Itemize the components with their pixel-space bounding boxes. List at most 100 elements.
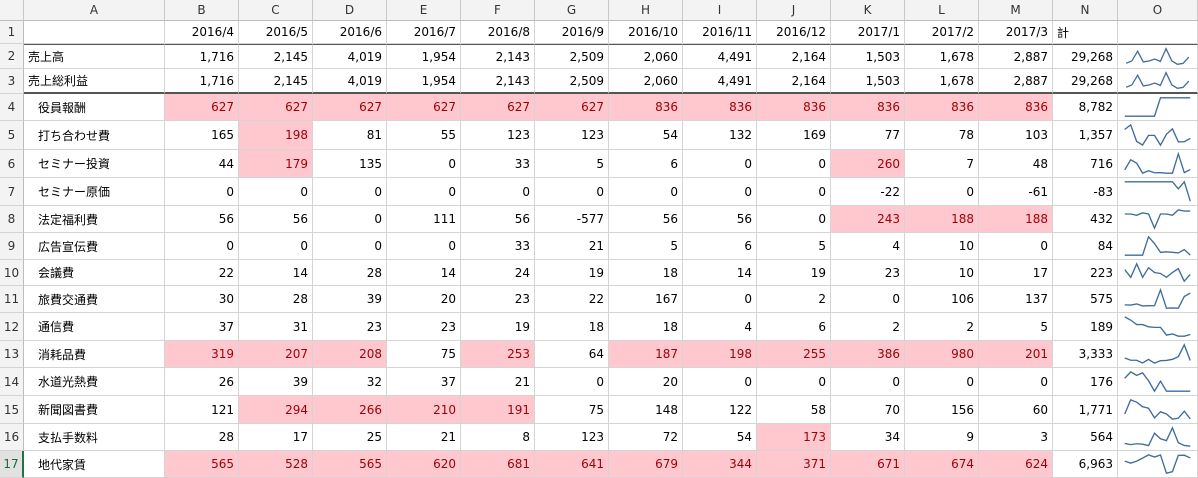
total-cell[interactable]: 29,268 [1053,69,1118,94]
account-label-cell[interactable]: 売上総利益 [24,69,165,94]
value-cell[interactable]: 836 [831,94,905,121]
row-header[interactable]: 13 [0,341,24,368]
account-label-cell[interactable]: 通信費 [24,313,165,341]
month-header-cell[interactable]: 2016/7 [387,21,461,44]
value-cell[interactable]: 0 [165,233,239,260]
value-cell[interactable]: 679 [609,451,683,478]
account-label-cell[interactable]: 役員報酬 [24,94,165,121]
row-header[interactable]: 11 [0,286,24,313]
column-header-a[interactable]: A [24,0,165,21]
account-label-cell[interactable]: セミナー原価 [24,178,165,206]
value-cell[interactable]: 624 [979,451,1053,478]
column-header-m[interactable]: M [979,0,1053,21]
value-cell[interactable]: 210 [387,396,461,424]
value-cell[interactable]: 6 [609,150,683,178]
value-cell[interactable]: 22 [165,260,239,286]
value-cell[interactable]: 165 [165,121,239,150]
value-cell[interactable]: 75 [535,396,609,424]
month-header-cell[interactable]: 2016/11 [683,21,757,44]
total-cell[interactable]: 8,782 [1053,94,1118,121]
value-cell[interactable]: 8 [461,424,535,451]
value-cell[interactable]: 0 [979,233,1053,260]
row-header[interactable]: 17 [0,451,24,478]
value-cell[interactable]: 1,678 [905,69,979,94]
value-cell[interactable]: 173 [757,424,831,451]
row-header[interactable]: 9 [0,233,24,260]
value-cell[interactable]: 0 [239,178,313,206]
value-cell[interactable]: 4,019 [313,44,387,69]
value-cell[interactable]: 167 [609,286,683,313]
value-cell[interactable]: 7 [905,150,979,178]
value-cell[interactable]: 123 [535,121,609,150]
value-cell[interactable]: 5 [609,233,683,260]
value-cell[interactable]: 2,164 [757,44,831,69]
value-cell[interactable]: 25 [313,424,387,451]
row-header[interactable]: 12 [0,313,24,341]
value-cell[interactable]: 627 [313,94,387,121]
column-header-n[interactable]: N [1053,0,1118,21]
value-cell[interactable]: 253 [461,341,535,368]
value-cell[interactable]: 0 [387,178,461,206]
value-cell[interactable]: 627 [239,94,313,121]
sparkline-cell[interactable] [1118,368,1198,396]
value-cell[interactable]: 17 [979,260,1053,286]
value-cell[interactable]: 627 [165,94,239,121]
value-cell[interactable]: 39 [313,286,387,313]
value-cell[interactable]: 2,145 [239,44,313,69]
value-cell[interactable]: 123 [535,424,609,451]
value-cell[interactable]: 0 [831,286,905,313]
value-cell[interactable]: 836 [609,94,683,121]
value-cell[interactable]: 1,678 [905,44,979,69]
value-cell[interactable]: 0 [313,178,387,206]
cell[interactable] [1118,21,1198,44]
value-cell[interactable]: 32 [313,368,387,396]
column-header-f[interactable]: F [461,0,535,21]
value-cell[interactable]: 156 [905,396,979,424]
value-cell[interactable]: 39 [239,368,313,396]
value-cell[interactable]: 836 [905,94,979,121]
value-cell[interactable]: 56 [239,206,313,233]
value-cell[interactable]: 37 [387,368,461,396]
account-label-cell[interactable]: 法定福利費 [24,206,165,233]
value-cell[interactable]: 2,164 [757,69,831,94]
value-cell[interactable]: 18 [609,313,683,341]
value-cell[interactable]: 18 [609,260,683,286]
value-cell[interactable]: 75 [387,341,461,368]
account-label-cell[interactable]: 水道光熱費 [24,368,165,396]
value-cell[interactable]: 198 [683,341,757,368]
column-header-e[interactable]: E [387,0,461,21]
value-cell[interactable]: 208 [313,341,387,368]
value-cell[interactable]: 344 [683,451,757,478]
value-cell[interactable]: 132 [683,121,757,150]
value-cell[interactable]: 243 [831,206,905,233]
total-cell[interactable]: 6,963 [1053,451,1118,478]
value-cell[interactable]: 198 [239,121,313,150]
total-header-cell[interactable]: 計 [1053,21,1118,44]
value-cell[interactable]: 0 [535,368,609,396]
value-cell[interactable]: 0 [683,368,757,396]
value-cell[interactable]: 169 [757,121,831,150]
sparkline-cell[interactable] [1118,286,1198,313]
account-label-cell[interactable]: 打ち合わせ費 [24,121,165,150]
value-cell[interactable]: 123 [461,121,535,150]
account-label-cell[interactable]: 会議費 [24,260,165,286]
month-header-cell[interactable]: 2016/4 [165,21,239,44]
value-cell[interactable]: 565 [165,451,239,478]
row-header[interactable]: 10 [0,260,24,286]
value-cell[interactable]: 3 [979,424,1053,451]
value-cell[interactable]: 0 [757,178,831,206]
value-cell[interactable]: 0 [757,150,831,178]
row-header[interactable]: 16 [0,424,24,451]
row-header[interactable]: 4 [0,94,24,121]
total-cell[interactable]: 84 [1053,233,1118,260]
month-header-cell[interactable]: 2017/1 [831,21,905,44]
value-cell[interactable]: 836 [979,94,1053,121]
value-cell[interactable]: 5 [757,233,831,260]
value-cell[interactable]: -22 [831,178,905,206]
account-label-cell[interactable]: 支払手数料 [24,424,165,451]
value-cell[interactable]: 0 [387,233,461,260]
column-header-c[interactable]: C [239,0,313,21]
total-cell[interactable]: 564 [1053,424,1118,451]
select-all-corner[interactable] [0,0,24,21]
value-cell[interactable]: 31 [239,313,313,341]
